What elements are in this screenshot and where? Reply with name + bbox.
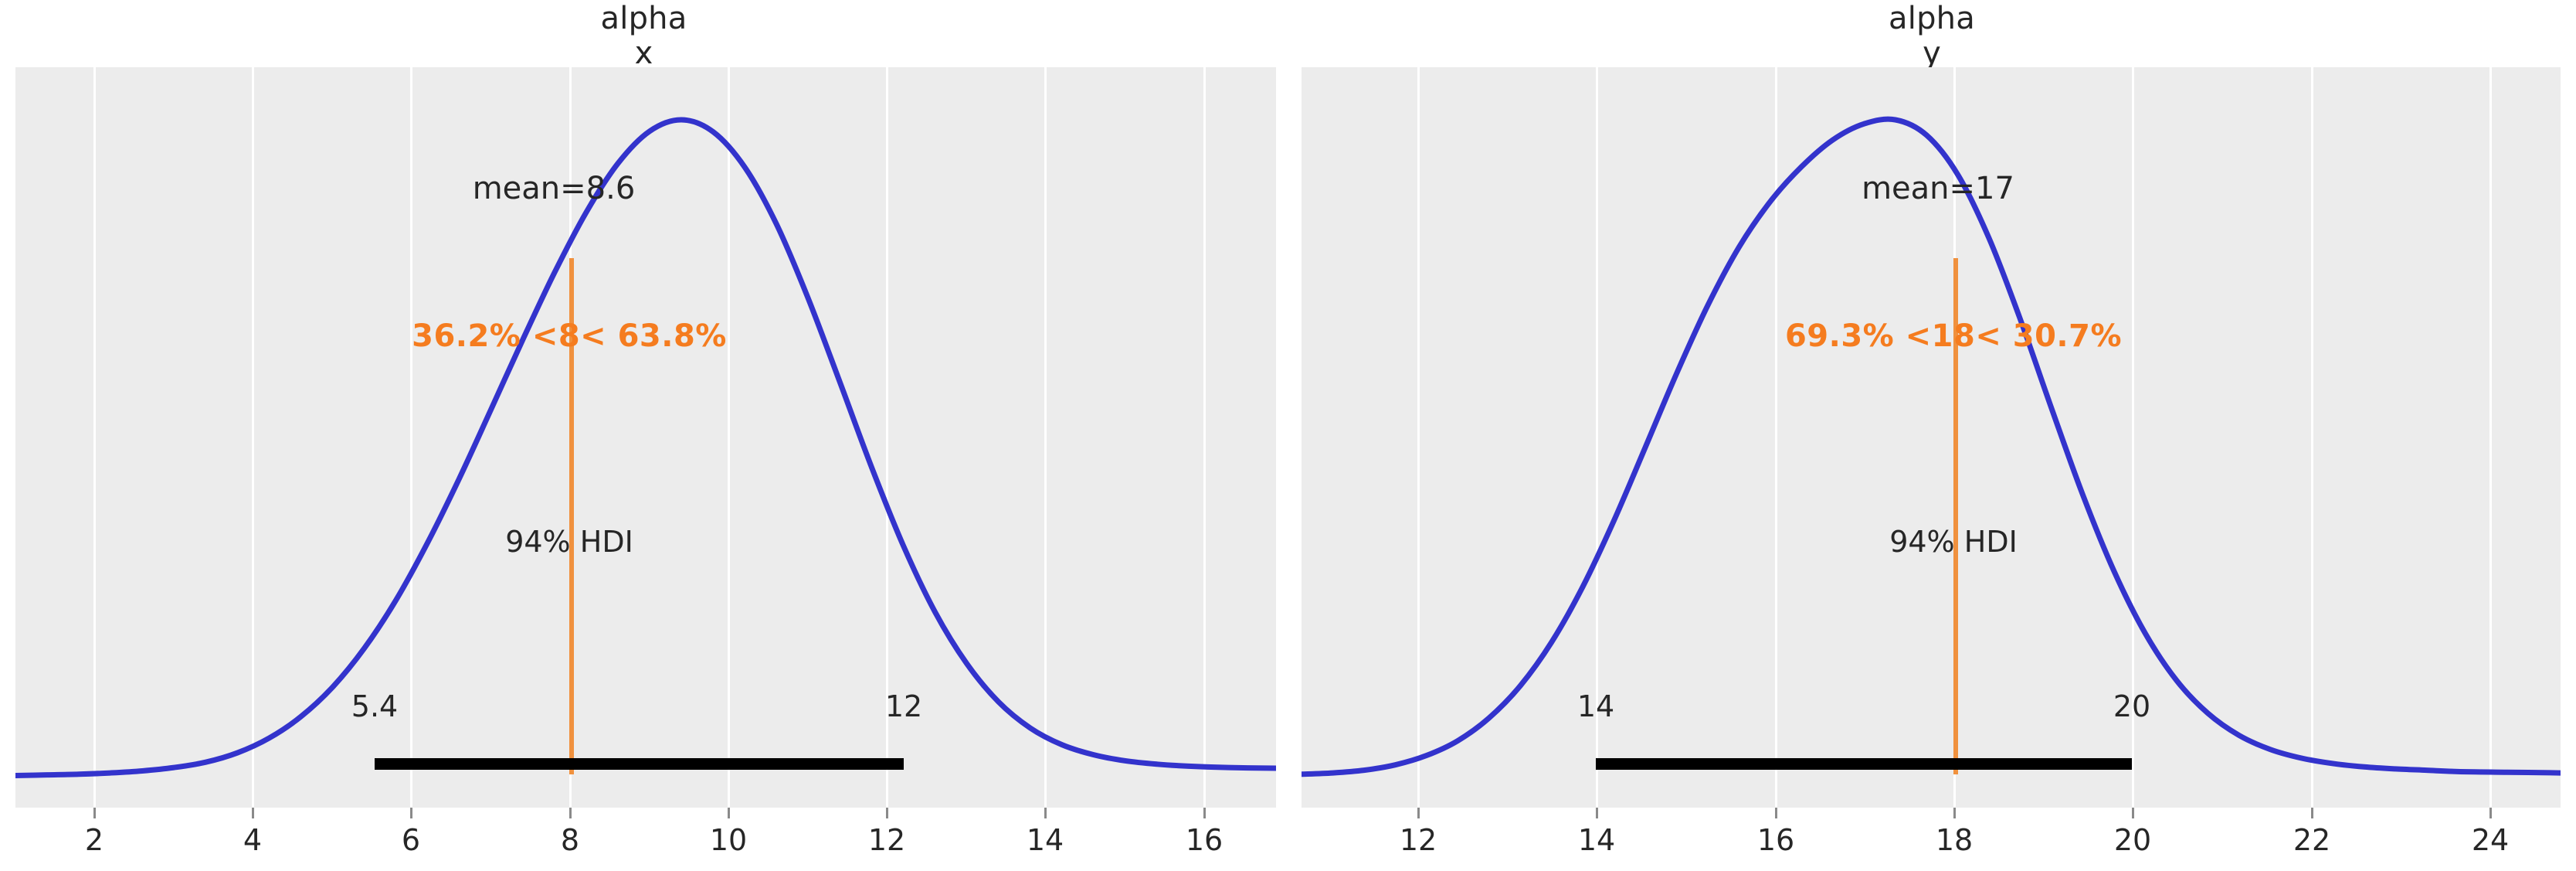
hdi-upper-bound-label-left: 12 xyxy=(884,689,923,723)
x-tick-label: 8 xyxy=(560,823,580,857)
x-tick-mark xyxy=(1203,808,1206,818)
x-tick-mark xyxy=(1596,808,1598,818)
panel-title-main-right: alpha xyxy=(1889,1,1975,36)
x-tick-label: 4 xyxy=(243,823,263,857)
gridline-x-24 xyxy=(2489,67,2492,808)
hdi-upper-bound-label-right: 20 xyxy=(2113,689,2151,723)
x-tick-label: 12 xyxy=(1399,823,1437,857)
x-tick-mark xyxy=(2132,808,2134,818)
plot-area-left: mean=8.6 36.2% <8< 63.8% 94% HDI 5.4 12 xyxy=(15,67,1276,808)
gridline-x-20 xyxy=(2132,67,2134,808)
panel-alpha-y: alpha y mean=17 69.3% <18< 30.7% 94% HDI… xyxy=(1288,0,2576,871)
x-tick-mark xyxy=(1775,808,1777,818)
panel-title-right: alpha y xyxy=(1288,2,2576,71)
mean-label-right: mean=17 xyxy=(1862,171,2014,206)
x-tick-label: 6 xyxy=(401,823,421,857)
gridline-x-2 xyxy=(93,67,96,808)
panel-title-left: alpha x xyxy=(0,2,1288,71)
x-tick-label: 22 xyxy=(2293,823,2331,857)
gridline-x-16 xyxy=(1203,67,1206,808)
rope-reference-line-left xyxy=(569,258,574,774)
x-tick-label: 24 xyxy=(2471,823,2510,857)
x-tick-label: 16 xyxy=(1756,823,1795,857)
panel-title-sub-left: x xyxy=(634,35,653,71)
hdi-lower-bound-label-left: 5.4 xyxy=(351,689,399,723)
rope-percentage-label-left: 36.2% <8< 63.8% xyxy=(412,318,727,354)
x-tick-label: 18 xyxy=(1935,823,1974,857)
x-tick-label: 14 xyxy=(1026,823,1064,857)
x-tick-mark xyxy=(2311,808,2313,818)
x-tick-label: 2 xyxy=(84,823,104,857)
hdi-probability-label-left: 94% HDI xyxy=(505,525,633,559)
x-tick-mark xyxy=(252,808,254,818)
x-tick-label: 16 xyxy=(1185,823,1224,857)
gridline-x-22 xyxy=(2311,67,2313,808)
gridline-x-6 xyxy=(410,67,412,808)
gridline-x-16 xyxy=(1775,67,1777,808)
kde-curve-left xyxy=(15,117,1276,779)
x-axis-left: 2 4 6 8 10 12 14 16 xyxy=(15,808,1276,871)
x-tick-label: 14 xyxy=(1577,823,1616,857)
gridline-x-12 xyxy=(886,67,888,808)
x-tick-mark xyxy=(1044,808,1047,818)
x-tick-label: 12 xyxy=(867,823,906,857)
mean-label-left: mean=8.6 xyxy=(472,171,636,206)
hdi-lower-bound-label-right: 14 xyxy=(1576,689,1615,723)
kde-curve-right xyxy=(1302,116,2561,777)
x-axis-right: 12 14 16 18 20 22 24 xyxy=(1302,808,2561,871)
hdi-interval-bar-left xyxy=(375,758,904,770)
rope-percentage-label-right: 69.3% <18< 30.7% xyxy=(1784,318,2123,354)
x-tick-mark xyxy=(886,808,888,818)
panel-title-sub-right: y xyxy=(1923,35,1941,71)
gridline-x-14 xyxy=(1044,67,1047,808)
hdi-probability-label-right: 94% HDI xyxy=(1889,525,2018,559)
x-tick-label: 10 xyxy=(709,823,748,857)
x-tick-mark xyxy=(569,808,572,818)
gridline-x-12 xyxy=(1417,67,1420,808)
x-tick-mark xyxy=(93,808,96,818)
x-tick-mark xyxy=(1417,808,1420,818)
x-tick-mark xyxy=(728,808,730,818)
gridline-x-4 xyxy=(252,67,254,808)
rope-reference-line-right xyxy=(1953,258,1958,774)
gridline-x-10 xyxy=(728,67,730,808)
hdi-interval-bar-right xyxy=(1596,758,2132,770)
gridline-x-14 xyxy=(1596,67,1598,808)
panel-title-main-left: alpha xyxy=(600,1,687,36)
panel-alpha-x: alpha x mean=8.6 36.2% <8< 63.8% 94% H xyxy=(0,2,1288,871)
x-tick-mark xyxy=(2489,808,2492,818)
x-tick-mark xyxy=(1953,808,1956,818)
plot-area-right: mean=17 69.3% <18< 30.7% 94% HDI 14 20 xyxy=(1302,67,2561,808)
x-tick-label: 20 xyxy=(2113,823,2152,857)
x-tick-mark xyxy=(410,808,412,818)
